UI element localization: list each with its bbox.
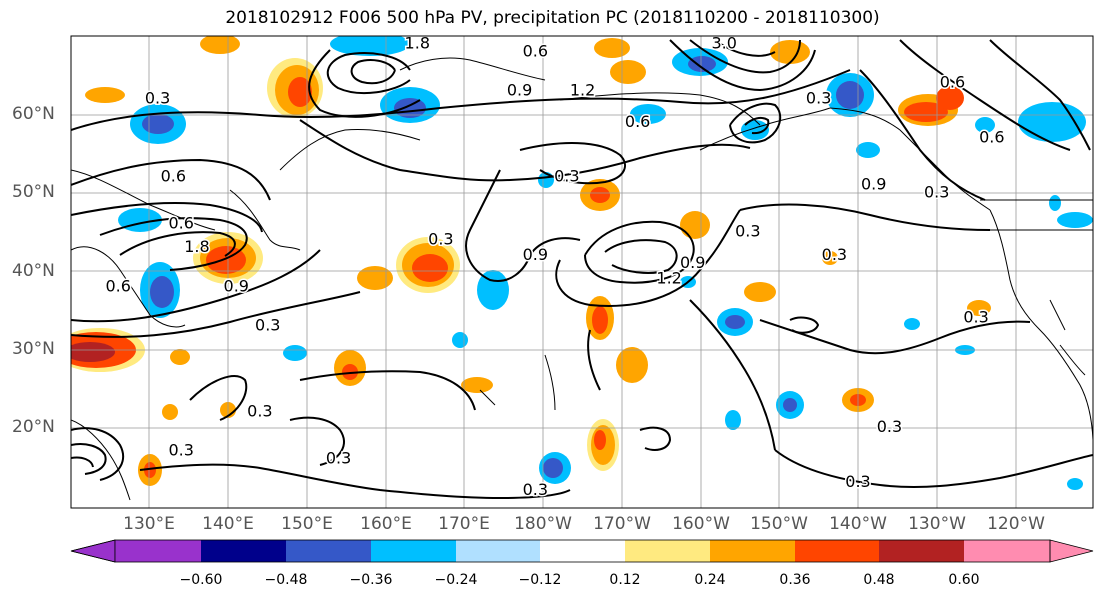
map-title: 2018102912 F006 500 hPa PV, precipitatio…	[225, 8, 880, 28]
lon-label-180w: 180°W	[514, 514, 572, 534]
map-area: 0.30.60.61.80.6 0.90.30.30.30.3 0.30.9 1.20…	[71, 34, 1093, 508]
lon-label-150w: 150°W	[750, 514, 808, 534]
contour-label: 0.3	[822, 245, 847, 264]
contour-label: 0.6	[625, 112, 650, 131]
contour-label: 0.3	[877, 417, 902, 436]
contour-label: 3.0	[711, 34, 736, 53]
lon-label-140e: 140°E	[202, 514, 254, 534]
contour-label: 1.8	[184, 237, 209, 256]
contour-label: 0.9	[861, 174, 886, 193]
contour-label: 0.3	[806, 88, 831, 107]
map-frame	[70, 35, 1094, 509]
contour-label: 0.9	[224, 276, 249, 295]
gridlines	[71, 36, 1093, 508]
lon-label-130w: 130°W	[908, 514, 966, 534]
lat-label-50n: 50°N	[12, 182, 55, 202]
colorbar	[70, 539, 1094, 563]
contour-label: 0.9	[523, 245, 548, 264]
lon-label-140w: 140°W	[829, 514, 887, 534]
colorbar-tick-label: 0.36	[779, 572, 811, 588]
contour-label: 1.8	[405, 34, 430, 53]
pv-contours	[71, 39, 1093, 500]
contour-label: 0.6	[979, 127, 1004, 146]
lon-label-160w: 160°W	[672, 514, 730, 534]
colorbar-tick-label: −0.36	[349, 572, 393, 588]
contour-label-layer: 0.30.60.61.80.6 0.90.30.30.30.3 0.30.9 1.20…	[104, 34, 1006, 500]
contour-label: 0.3	[523, 480, 548, 499]
contour-label: 0.6	[940, 73, 965, 92]
contour-label: 1.2	[656, 268, 681, 287]
contour-label: 0.6	[523, 41, 548, 60]
colorbar-tick-label: 0.60	[948, 572, 980, 588]
lon-label-120w: 120°W	[987, 514, 1045, 534]
contour-label: 0.3	[924, 182, 949, 201]
contour-label: 1.2	[570, 81, 595, 100]
lat-label-20n: 20°N	[12, 417, 55, 437]
contour-label: 0.3	[428, 229, 453, 248]
contour-label: 0.3	[145, 88, 170, 107]
contour-label: 0.6	[168, 214, 193, 233]
contour-label: 0.3	[554, 167, 579, 186]
colorbar-tick-label: 0.24	[694, 572, 726, 588]
contour-label: 0.3	[845, 472, 870, 491]
lat-label-40n: 40°N	[12, 261, 55, 281]
lon-label-170w: 170°W	[593, 514, 651, 534]
colorbar-tick-label: −0.48	[264, 572, 308, 588]
lon-label-160e: 160°E	[360, 514, 412, 534]
contour-label: 0.3	[255, 315, 280, 334]
contour-label: 0.6	[105, 276, 130, 295]
colorbar-tick-label: −0.60	[179, 572, 223, 588]
contour-label: 0.9	[680, 253, 705, 272]
lon-label-170e: 170°E	[438, 514, 490, 534]
contour-label: 0.3	[963, 308, 988, 327]
colorbar-tick-label: 0.12	[609, 572, 641, 588]
contour-label: 0.3	[247, 402, 272, 421]
contour-label: 0.3	[326, 449, 351, 468]
contour-label: 0.6	[161, 167, 186, 186]
colorbar-tick-label: −0.12	[518, 572, 562, 588]
contour-label: 0.3	[735, 221, 760, 240]
colorbar-tick-label: −0.24	[434, 572, 478, 588]
lat-label-60n: 60°N	[12, 104, 55, 124]
lon-label-130e: 130°E	[123, 514, 175, 534]
lat-label-30n: 30°N	[12, 339, 55, 359]
contour-label: 0.3	[168, 441, 193, 460]
colorbar-tick-label: 0.48	[863, 572, 895, 588]
lon-label-150e: 150°E	[281, 514, 333, 534]
contour-label: 0.9	[507, 81, 532, 100]
